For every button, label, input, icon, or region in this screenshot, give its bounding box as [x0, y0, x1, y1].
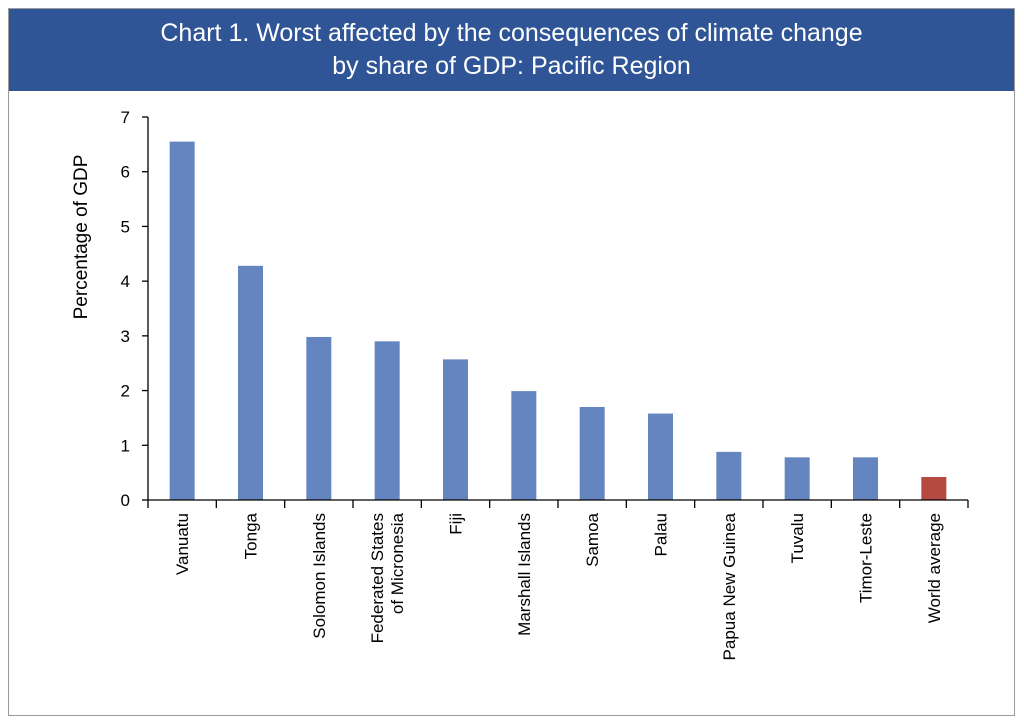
- x-category-label: World average: [925, 513, 944, 623]
- bar: [443, 359, 468, 500]
- bar: [306, 336, 332, 500]
- chart-title: Chart 1. Worst affected by the consequen…: [9, 9, 1014, 91]
- x-category-label: Samoa: [583, 512, 602, 566]
- bar: [716, 451, 742, 500]
- x-category-label: Vanuatu: [173, 513, 192, 575]
- x-category-label: Marshall Islands: [515, 513, 534, 636]
- x-category-label: of Micronesia: [388, 512, 407, 614]
- y-tick-label: 2: [121, 382, 130, 401]
- y-axis-label: Percentage of GDP: [71, 155, 92, 320]
- bar: [169, 141, 195, 500]
- y-tick-label: 4: [121, 272, 130, 291]
- bar: [374, 341, 400, 500]
- bars: [169, 141, 947, 500]
- bar: [511, 391, 537, 500]
- x-category-label: Timor-Leste: [857, 513, 876, 603]
- x-category-label: Tuvalu: [788, 513, 807, 563]
- bar: [853, 457, 878, 500]
- bar: [648, 413, 673, 500]
- y-axis: 0 1 2 3 4 5 6 7: [121, 108, 149, 510]
- chart-title-line-2: by share of GDP: Pacific Region: [332, 52, 691, 80]
- y-tick-label: 7: [121, 108, 130, 127]
- y-tick-label: 3: [121, 327, 130, 346]
- chart-title-line-1: Chart 1. Worst affected by the consequen…: [160, 19, 863, 47]
- x-axis: Vanuatu Tonga Solomon Islands Federated Sta…: [147, 499, 969, 660]
- x-category-label: Federated States: [368, 513, 387, 643]
- y-tick-label: 0: [121, 491, 130, 510]
- y-tick-label: 1: [121, 436, 130, 455]
- y-tick-label: 6: [121, 163, 130, 182]
- x-category-label: Tonga: [242, 512, 261, 559]
- x-category-label: Solomon Islands: [310, 513, 329, 639]
- bar: [921, 477, 947, 500]
- bar: [579, 406, 605, 500]
- y-tick-label: 5: [121, 217, 130, 236]
- bar: [784, 457, 810, 500]
- x-category-label: Fiji: [447, 513, 466, 535]
- x-category-label: Palau: [652, 513, 671, 556]
- bar: [238, 265, 263, 500]
- x-category-label: Papua New Guinea: [720, 512, 739, 660]
